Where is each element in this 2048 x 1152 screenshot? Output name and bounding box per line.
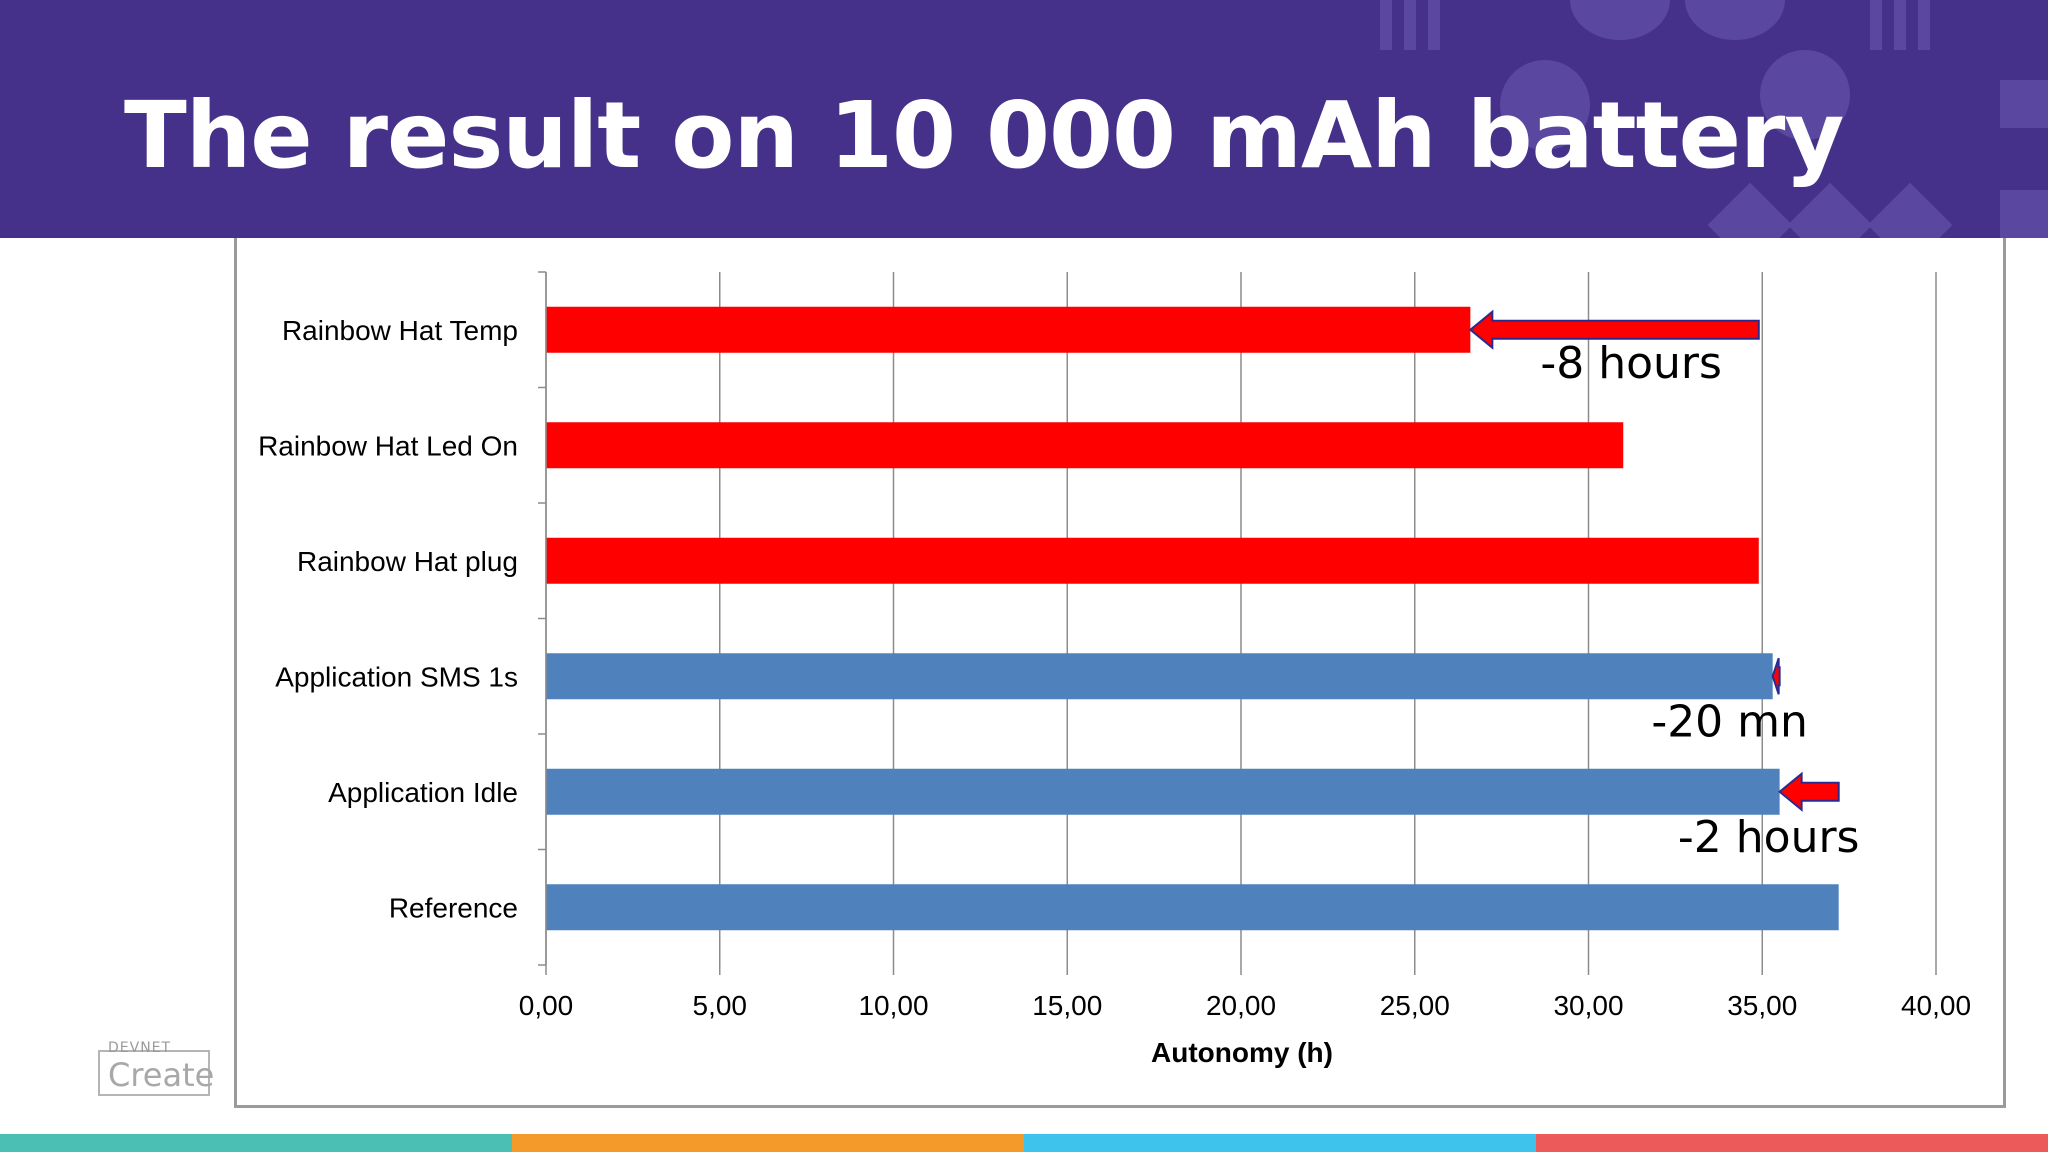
header-decoration-hash [2000,80,2048,128]
bar [546,306,1471,353]
annotation-text: -8 hours [1540,338,1722,389]
annotation-arrow [1468,309,1760,350]
footer-stripe-orange [512,1134,1024,1152]
slide-header: The result on 10 000 mAh battery [0,0,2048,238]
x-tick-label: 35,00 [1727,990,1797,1021]
header-decoration-bars [1404,0,1416,50]
category-label: Reference [389,892,518,923]
x-tick-label: 40,00 [1901,990,1971,1021]
x-tick-label: 10,00 [858,990,928,1021]
x-tick-label: 5,00 [693,990,748,1021]
category-label: Rainbow Hat Temp [282,315,518,346]
annotations: -8 hours -20 mn -2 hours [1468,309,1860,863]
x-tick-label: 25,00 [1380,990,1450,1021]
logo-frame [98,1050,210,1096]
axes: 0,00 5,00 10,00 15,00 20,00 25,00 30,00 35,00 40… [258,271,1971,1021]
footer-stripe-red [1536,1134,2048,1152]
devnet-create-logo: DEVNET Create [98,1040,215,1098]
bars [546,306,1839,931]
header-decoration-bars [1870,0,1882,50]
slide-title: The result on 10 000 mAh battery [124,82,1844,189]
annotation-arrow [1771,657,1781,695]
bar [546,884,1839,931]
category-label: Application SMS 1s [275,661,518,692]
annotation-text: -20 mn [1651,696,1808,747]
x-tick-label: 20,00 [1206,990,1276,1021]
header-decoration-bars [1918,0,1930,50]
bar [546,537,1759,584]
header-decoration-circle [1500,60,1590,150]
header-decoration-bars [1380,0,1392,50]
header-decoration-circle [1760,50,1850,140]
annotation-arrow [1778,771,1840,812]
header-decoration-bars [1428,0,1440,50]
category-label: Rainbow Hat Led On [258,430,518,461]
x-axis-label: Autonomy (h) [1151,1037,1333,1068]
header-decoration-hash [2000,190,2048,238]
bar [546,768,1780,815]
logo-main-text: Create [108,1056,215,1094]
footer-stripe-blue [1024,1134,1536,1152]
category-label: Application Idle [328,777,518,808]
bar [546,422,1624,469]
x-tick-label: 0,00 [519,990,574,1021]
x-tick-label: 30,00 [1553,990,1623,1021]
footer-stripe-teal [0,1134,512,1152]
annotation-text: -2 hours [1678,812,1860,863]
x-tick-label: 15,00 [1032,990,1102,1021]
bar [546,653,1773,700]
header-decoration-bars [1894,0,1906,50]
footer-color-stripes [0,1134,2048,1152]
category-label: Rainbow Hat plug [297,546,518,577]
logo-top-text: DEVNET [108,1040,172,1056]
